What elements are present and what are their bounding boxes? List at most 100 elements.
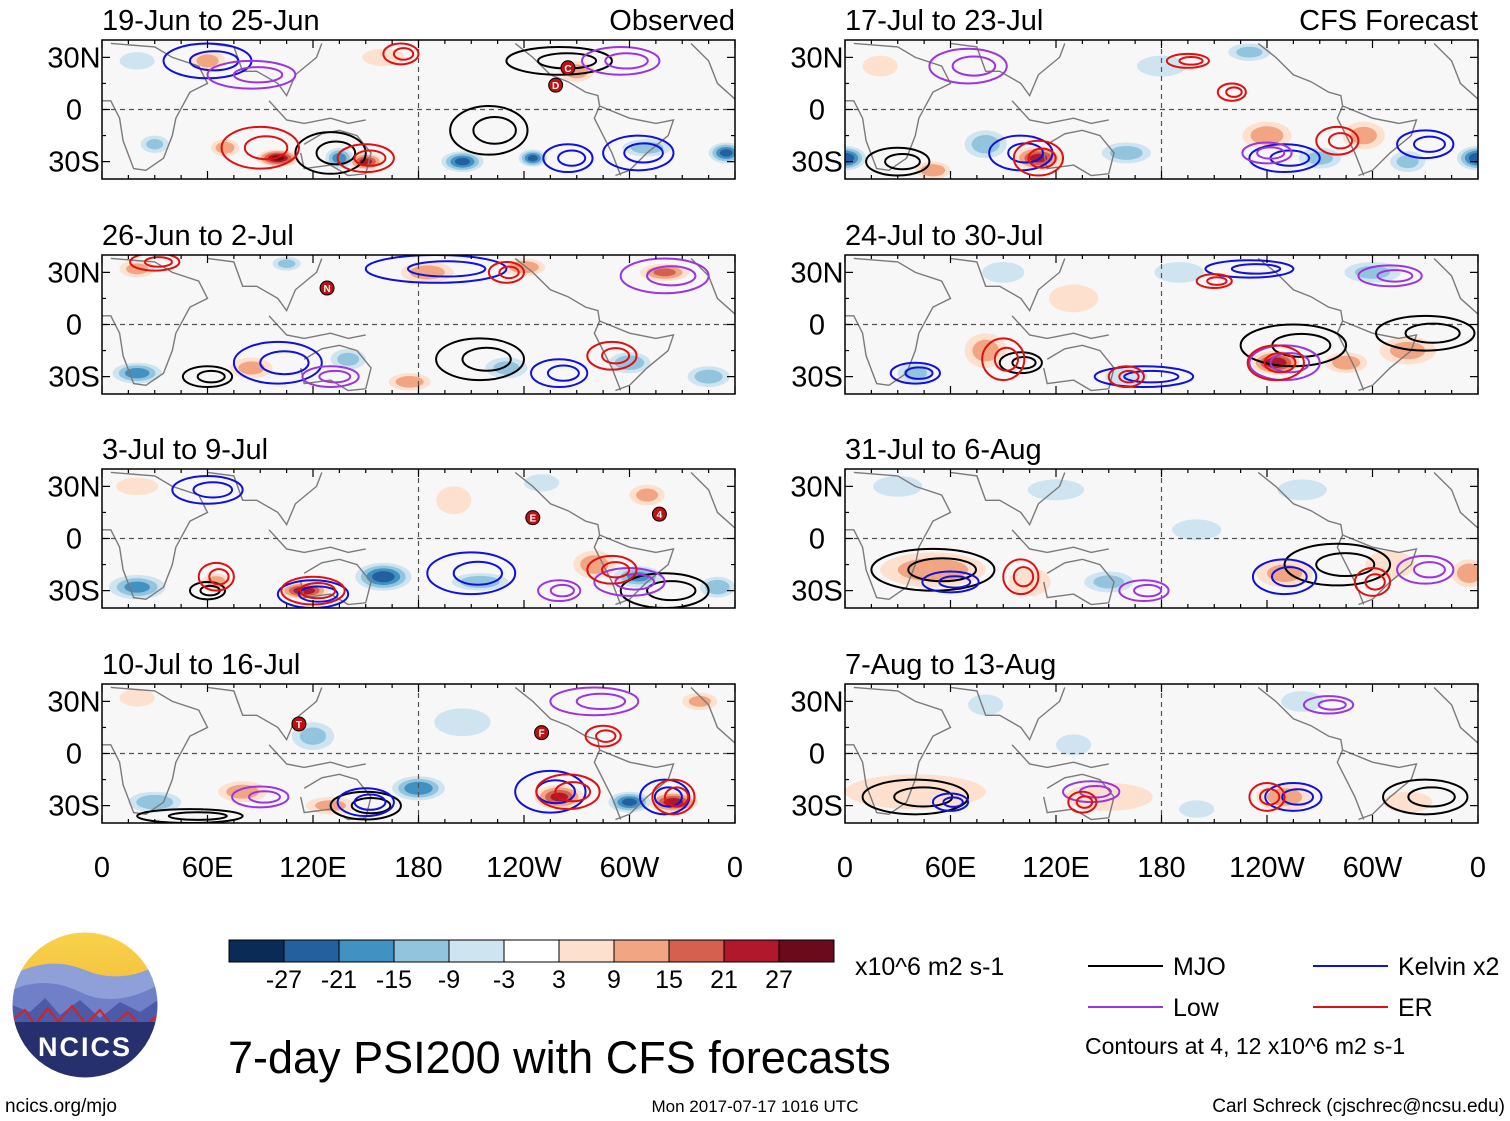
- contour-note: Contours at 4, 12 x10^6 m2 s-1: [1085, 1033, 1405, 1059]
- y-tick-label: 30S: [48, 576, 100, 608]
- low-contour-inner: [247, 790, 281, 804]
- y-tick-label: 0: [809, 524, 825, 556]
- low-contour-inner: [646, 265, 697, 287]
- coastline: [950, 42, 1066, 98]
- coastline: [102, 257, 209, 387]
- anomaly-blob: [982, 261, 1025, 283]
- mjo-contour: [435, 337, 525, 382]
- er-contour-inner: [143, 256, 173, 268]
- coastline: [1011, 100, 1109, 125]
- anomaly-blob: [687, 366, 730, 388]
- y-tick-label: 30S: [791, 791, 843, 823]
- anomaly-blob: [441, 151, 484, 173]
- website-link[interactable]: ncics.org/mjo: [5, 1096, 117, 1117]
- y-tick-label: 0: [66, 310, 82, 342]
- storm-label: N: [323, 284, 330, 295]
- y-tick-label: 30S: [48, 362, 100, 394]
- low-contour-inner: [1256, 146, 1286, 160]
- storm-label: E: [529, 514, 536, 525]
- mjo-contour-inner: [167, 811, 228, 821]
- coastline: [1011, 529, 1109, 554]
- y-tick-label: 0: [66, 524, 82, 556]
- er-contour: [1216, 82, 1247, 102]
- kelvin-contour: [364, 255, 508, 284]
- er-contour: [129, 255, 181, 272]
- anomaly-blob: [388, 373, 431, 391]
- anomaly-blob: [140, 135, 169, 153]
- kelvin-contour: [232, 340, 323, 385]
- anomaly-blob: [968, 694, 1004, 716]
- er-contour-inner: [1178, 56, 1204, 66]
- panel-5: 30N 0 30S 17-Jul to 23-Jul CFS Forecast: [790, 5, 1479, 180]
- coastline: [950, 471, 1066, 527]
- er-contour: [220, 125, 300, 170]
- x-tick-label: 180: [394, 852, 442, 884]
- er-contour-inner: [1206, 276, 1228, 286]
- er-contour-inner: [1364, 573, 1386, 591]
- anomaly-blob: [1154, 261, 1204, 283]
- storm-label: D: [552, 81, 559, 92]
- mjo-contour-inner: [1404, 322, 1461, 344]
- kelvin-contour: [931, 792, 970, 812]
- coastline: [845, 42, 952, 172]
- colorbar-swatch: [668, 939, 725, 963]
- panel-6: 30N 0 30S 24-Jul to 30-Jul: [790, 220, 1479, 395]
- colorbar-tick-label: 3: [552, 966, 566, 994]
- coastline: [1433, 257, 1478, 315]
- panel-3: E 4 30N 0 30S 3-Jul to 9-Jul: [47, 434, 736, 609]
- mjo-contour: [1283, 542, 1392, 587]
- coastline: [1043, 773, 1115, 821]
- coastline: [1433, 471, 1478, 529]
- colorbar-swatch: [228, 939, 285, 963]
- anomaly-blob: [392, 776, 445, 801]
- er-contour-inner: [664, 786, 690, 808]
- kelvin-contour-inner: [353, 793, 387, 811]
- coastline: [207, 471, 323, 527]
- er-contour: [1067, 790, 1098, 814]
- anomaly-blob: [1242, 121, 1292, 150]
- low-contour: [206, 59, 297, 90]
- er-contour: [535, 773, 601, 811]
- anomaly-blob: [1179, 800, 1215, 818]
- y-tick-label: 30N: [47, 42, 100, 74]
- er-contour-inner: [595, 729, 617, 743]
- storm-marker: T: [291, 716, 307, 732]
- er-contour: [1012, 139, 1065, 177]
- anomaly-blob: [1383, 791, 1433, 813]
- x-axis-labels: 0 60E 120E 180 120W 60W 0 0 60E 120E 180 120W 60W 0: [94, 852, 1486, 884]
- coastline: [1342, 105, 1418, 177]
- panel-title: 17-Jul to 23-Jul: [845, 5, 1043, 37]
- coastline: [1011, 744, 1109, 769]
- low-contour-inner: [951, 55, 997, 77]
- legend-label-kelvin: Kelvin x2: [1398, 953, 1499, 981]
- coastline: [207, 42, 323, 98]
- anomaly-blob: [629, 484, 665, 506]
- kelvin-contour-inner: [557, 149, 587, 167]
- y-tick-label: 30S: [791, 147, 843, 179]
- mjo-contour-inner: [196, 369, 226, 384]
- storm-marker: C: [560, 60, 576, 76]
- storm-marker: N: [319, 280, 335, 296]
- anomaly-blob: [116, 477, 159, 496]
- er-contour: [981, 337, 1026, 382]
- kelvin-contour-inner: [653, 786, 683, 808]
- anomaly-blob: [485, 357, 528, 379]
- author-credit: Carl Schreck (cjschrec@ncsu.edu): [1212, 1096, 1505, 1117]
- y-tick-label: 30N: [790, 257, 843, 289]
- anomaly-blob: [1056, 734, 1092, 756]
- x-tick-label: 60W: [600, 852, 660, 884]
- er-contour-inner: [353, 149, 387, 167]
- coastline: [1433, 42, 1478, 100]
- anomaly-blob: [1136, 55, 1187, 77]
- y-tick-label: 0: [809, 310, 825, 342]
- coastline: [690, 686, 735, 744]
- panel-1: DC 30N 0 30S 19-Jun to 25-Jun Observed: [47, 5, 736, 180]
- low-contour-inner: [318, 369, 352, 384]
- kelvin-contour-inner: [904, 366, 934, 380]
- er-contour-inner: [498, 265, 520, 280]
- er-contour: [336, 143, 395, 174]
- y-tick-label: 0: [66, 95, 82, 127]
- low-contour-inner: [1376, 269, 1414, 283]
- storm-marker: E: [525, 510, 541, 526]
